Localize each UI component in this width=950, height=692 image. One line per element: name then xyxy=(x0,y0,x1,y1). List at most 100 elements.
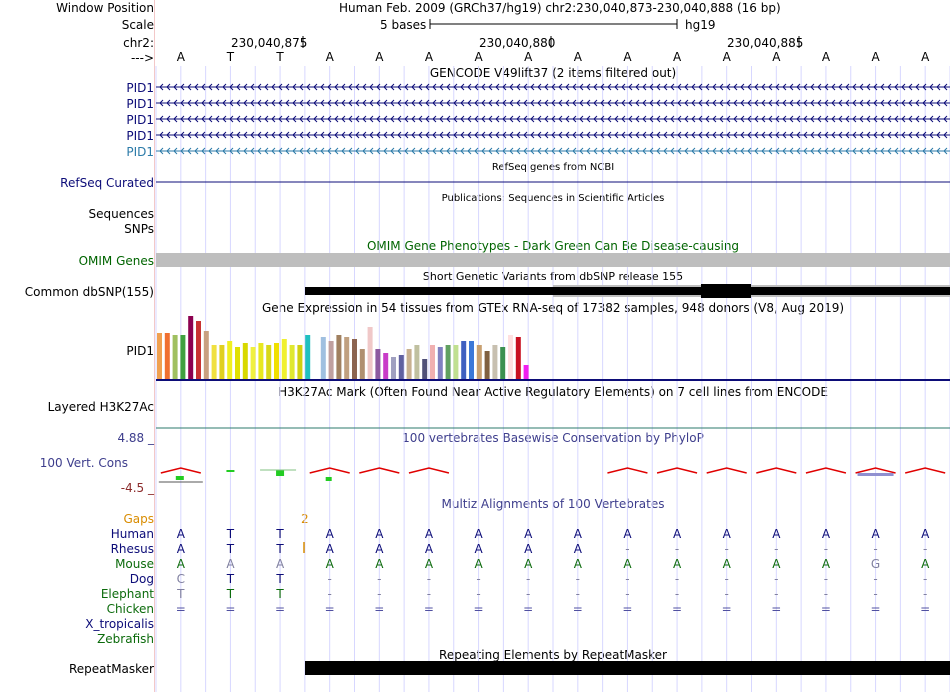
sequence-base: A xyxy=(673,50,682,64)
multiz-base: T xyxy=(226,527,235,541)
gtex-tissue-bar xyxy=(484,351,490,379)
gtex-tissue-bar xyxy=(211,345,217,379)
multiz-base: - xyxy=(824,572,828,586)
multiz-base: = xyxy=(771,602,781,616)
phylop-conservation-mark xyxy=(607,467,648,474)
sequence-base: A xyxy=(772,50,781,64)
species-label: Dog xyxy=(129,572,154,586)
gtex-tissue-bar xyxy=(359,349,365,379)
multiz-base: A xyxy=(226,557,235,571)
species-label: Human xyxy=(110,527,154,541)
gtex-tissue-bar xyxy=(406,349,412,379)
gene-strand-arrows xyxy=(159,83,948,91)
scale-value: 5 bases xyxy=(380,18,427,32)
gtex-track-label[interactable]: PID1 xyxy=(126,344,154,358)
multiz-base: - xyxy=(774,587,778,601)
multiz-base: = xyxy=(325,602,335,616)
publications-sequences-label[interactable]: Sequences xyxy=(88,207,154,221)
sequence-base: A xyxy=(524,50,533,64)
multiz-base: - xyxy=(824,587,828,601)
multiz-base: A xyxy=(177,557,186,571)
gtex-tissue-bar xyxy=(250,347,256,379)
gtex-tissue-bar xyxy=(476,345,482,379)
gtex-tissue-bar xyxy=(383,353,389,379)
gene-strand-arrows xyxy=(159,131,948,139)
gencode-gene-label[interactable]: PID1 xyxy=(126,81,154,95)
phylop-conservation-mark xyxy=(309,467,350,474)
phylop-mark xyxy=(857,473,894,476)
sequence-base: A xyxy=(177,50,186,64)
phylop-conservation-mark xyxy=(656,467,698,474)
multiz-base: - xyxy=(675,572,679,586)
phylop-track-label[interactable]: 100 Vert. Cons xyxy=(39,456,128,470)
multiz-base: A xyxy=(921,557,930,571)
multiz-base: A xyxy=(921,527,930,541)
gencode-gene-label[interactable]: PID1 xyxy=(126,97,154,111)
gaps-label: Gaps xyxy=(123,512,154,526)
sequence-base: A xyxy=(921,50,930,64)
gtex-tissue-bar xyxy=(235,347,240,379)
sequence-base: A xyxy=(474,50,483,64)
dbsnp-bar xyxy=(305,287,950,295)
multiz-base: = xyxy=(474,602,484,616)
gencode-gene-label[interactable]: PID1 xyxy=(126,113,154,127)
multiz-base: A xyxy=(723,527,732,541)
species-label: Zebrafish xyxy=(97,632,154,646)
phylop-mark xyxy=(175,476,184,480)
coord-label: 230,040,885 xyxy=(727,36,804,50)
multiz-base: A xyxy=(574,527,583,541)
multiz-base: - xyxy=(725,572,729,586)
coord-label: 230,040,880 xyxy=(479,36,556,50)
species-label: Chicken xyxy=(106,602,154,616)
multiz-base: C xyxy=(177,572,185,586)
multiz-base: A xyxy=(524,557,533,571)
multiz-base: - xyxy=(328,572,332,586)
gencode-gene-label[interactable]: PID1 xyxy=(126,129,154,143)
gtex-tissue-bar xyxy=(523,365,529,379)
multiz-base: T xyxy=(176,587,185,601)
repeatmasker-bar xyxy=(305,661,950,675)
multiz-base: - xyxy=(774,572,778,586)
omim-bar xyxy=(156,253,950,267)
gtex-tissue-bar xyxy=(157,333,162,379)
multiz-base: - xyxy=(873,542,877,556)
multiz-base: A xyxy=(375,542,384,556)
window-position-label: Window Position xyxy=(56,1,154,15)
phylop-conservation-mark xyxy=(160,467,201,474)
species-label: Rhesus xyxy=(110,542,154,556)
multiz-base: A xyxy=(474,527,483,541)
multiz-base: A xyxy=(524,542,533,556)
multiz-base: A xyxy=(574,557,583,571)
multiz-base: T xyxy=(226,572,235,586)
multiz-base: A xyxy=(673,557,682,571)
multiz-base: T xyxy=(275,527,284,541)
phylop-conservation-mark xyxy=(408,467,450,474)
gtex-tissue-bar xyxy=(344,337,350,379)
multiz-base: - xyxy=(774,542,778,556)
refseq-track-label[interactable]: RefSeq Curated xyxy=(60,176,154,190)
sequence-base: A xyxy=(326,50,335,64)
sequence-base: A xyxy=(723,50,732,64)
multiz-base: A xyxy=(772,527,781,541)
multiz-base: A xyxy=(474,557,483,571)
phylop-mark xyxy=(226,470,235,472)
h3k27ac-track-label[interactable]: Layered H3K27Ac xyxy=(47,400,154,414)
multiz-base: T xyxy=(275,542,284,556)
gtex-tissue-bar xyxy=(203,331,209,379)
multiz-base: = xyxy=(821,602,831,616)
multiz-base: A xyxy=(871,527,880,541)
scale-label: Scale xyxy=(121,18,154,32)
gtex-tissue-bar xyxy=(274,343,279,379)
multiz-base: A xyxy=(772,557,781,571)
multiz-base: - xyxy=(675,587,679,601)
gencode-gene-label[interactable]: PID1 xyxy=(126,145,154,159)
omim-track-label[interactable]: OMIM Genes xyxy=(78,254,154,268)
multiz-base: = xyxy=(622,602,632,616)
gtex-tissue-bar xyxy=(461,341,467,379)
dbsnp-track-label[interactable]: Common dbSNP(155) xyxy=(24,285,154,299)
repeatmasker-track-label[interactable]: RepeatMasker xyxy=(68,662,154,676)
publications-snps-label[interactable]: SNPs xyxy=(124,222,154,236)
gtex-tissue-bar xyxy=(164,333,170,379)
multiz-base: - xyxy=(923,542,927,556)
